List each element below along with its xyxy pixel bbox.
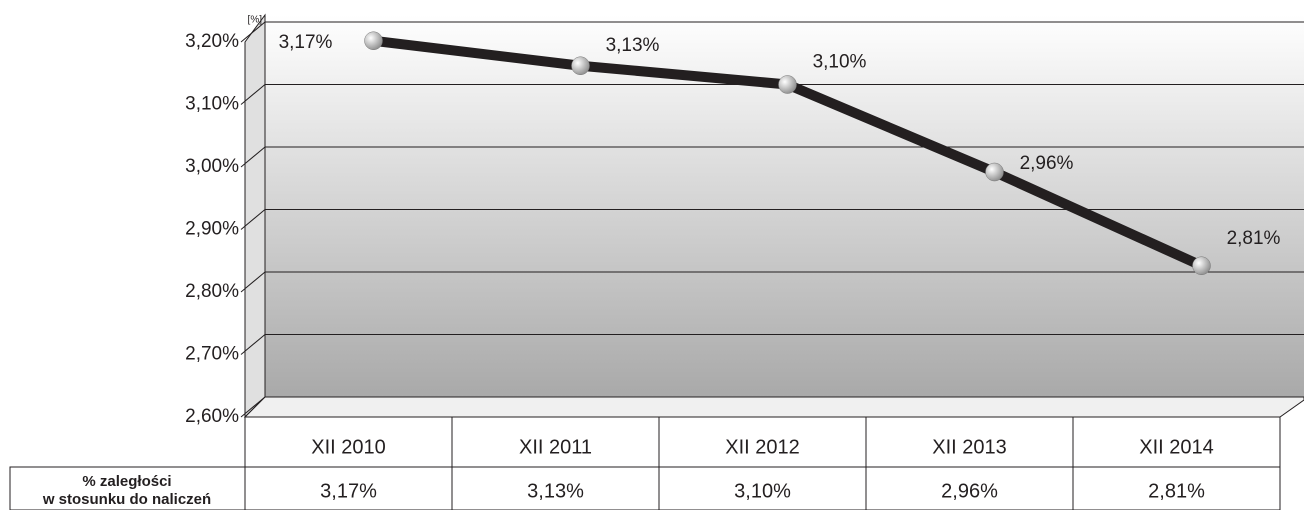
data-table: % zaległości w stosunku do naliczeń	[10, 417, 1280, 510]
x-tick-label: XII 2014	[1139, 436, 1214, 458]
chart: [%] % zaległości w stosunku do naliczeń …	[0, 0, 1304, 510]
back-wall	[265, 15, 1304, 397]
y-tick-label: 3,10%	[185, 94, 239, 115]
table-value: 3,13%	[527, 480, 584, 502]
y-tick-label: 2,80%	[185, 281, 239, 302]
point	[986, 163, 1004, 181]
row-header: % zaległości	[82, 473, 171, 490]
x-tick-label: XII 2011	[519, 436, 592, 458]
point	[572, 57, 590, 75]
row-header: w stosunku do naliczeń	[42, 491, 211, 508]
y-tick-label: 3,00%	[185, 156, 239, 177]
data-label: 2,96%	[1020, 153, 1074, 174]
page: [%] % zaległości w stosunku do naliczeń …	[0, 0, 1304, 510]
x-tick-label: XII 2010	[311, 436, 386, 458]
data-label: 3,17%	[279, 32, 333, 53]
y-tick-label: 2,70%	[185, 344, 239, 365]
y-tick-label: 2,60%	[185, 406, 239, 427]
table-value: 2,81%	[1148, 480, 1205, 502]
table-value: 3,17%	[320, 480, 377, 502]
x-tick-label: XII 2012	[725, 436, 800, 458]
point	[1193, 257, 1211, 275]
unit-label: [%]	[248, 15, 263, 26]
table-value: 2,96%	[941, 480, 998, 502]
data-label: 3,10%	[813, 52, 867, 73]
y-tick-label: 2,90%	[185, 219, 239, 240]
y-tick-label: 3,20%	[185, 31, 239, 52]
point	[365, 32, 383, 50]
point	[779, 76, 797, 94]
side-wall	[245, 15, 265, 417]
table-value: 3,10%	[734, 480, 791, 502]
x-tick-label: XII 2013	[932, 436, 1007, 458]
floor	[245, 397, 1304, 417]
data-label: 2,81%	[1227, 228, 1281, 249]
data-label: 3,13%	[606, 35, 660, 56]
